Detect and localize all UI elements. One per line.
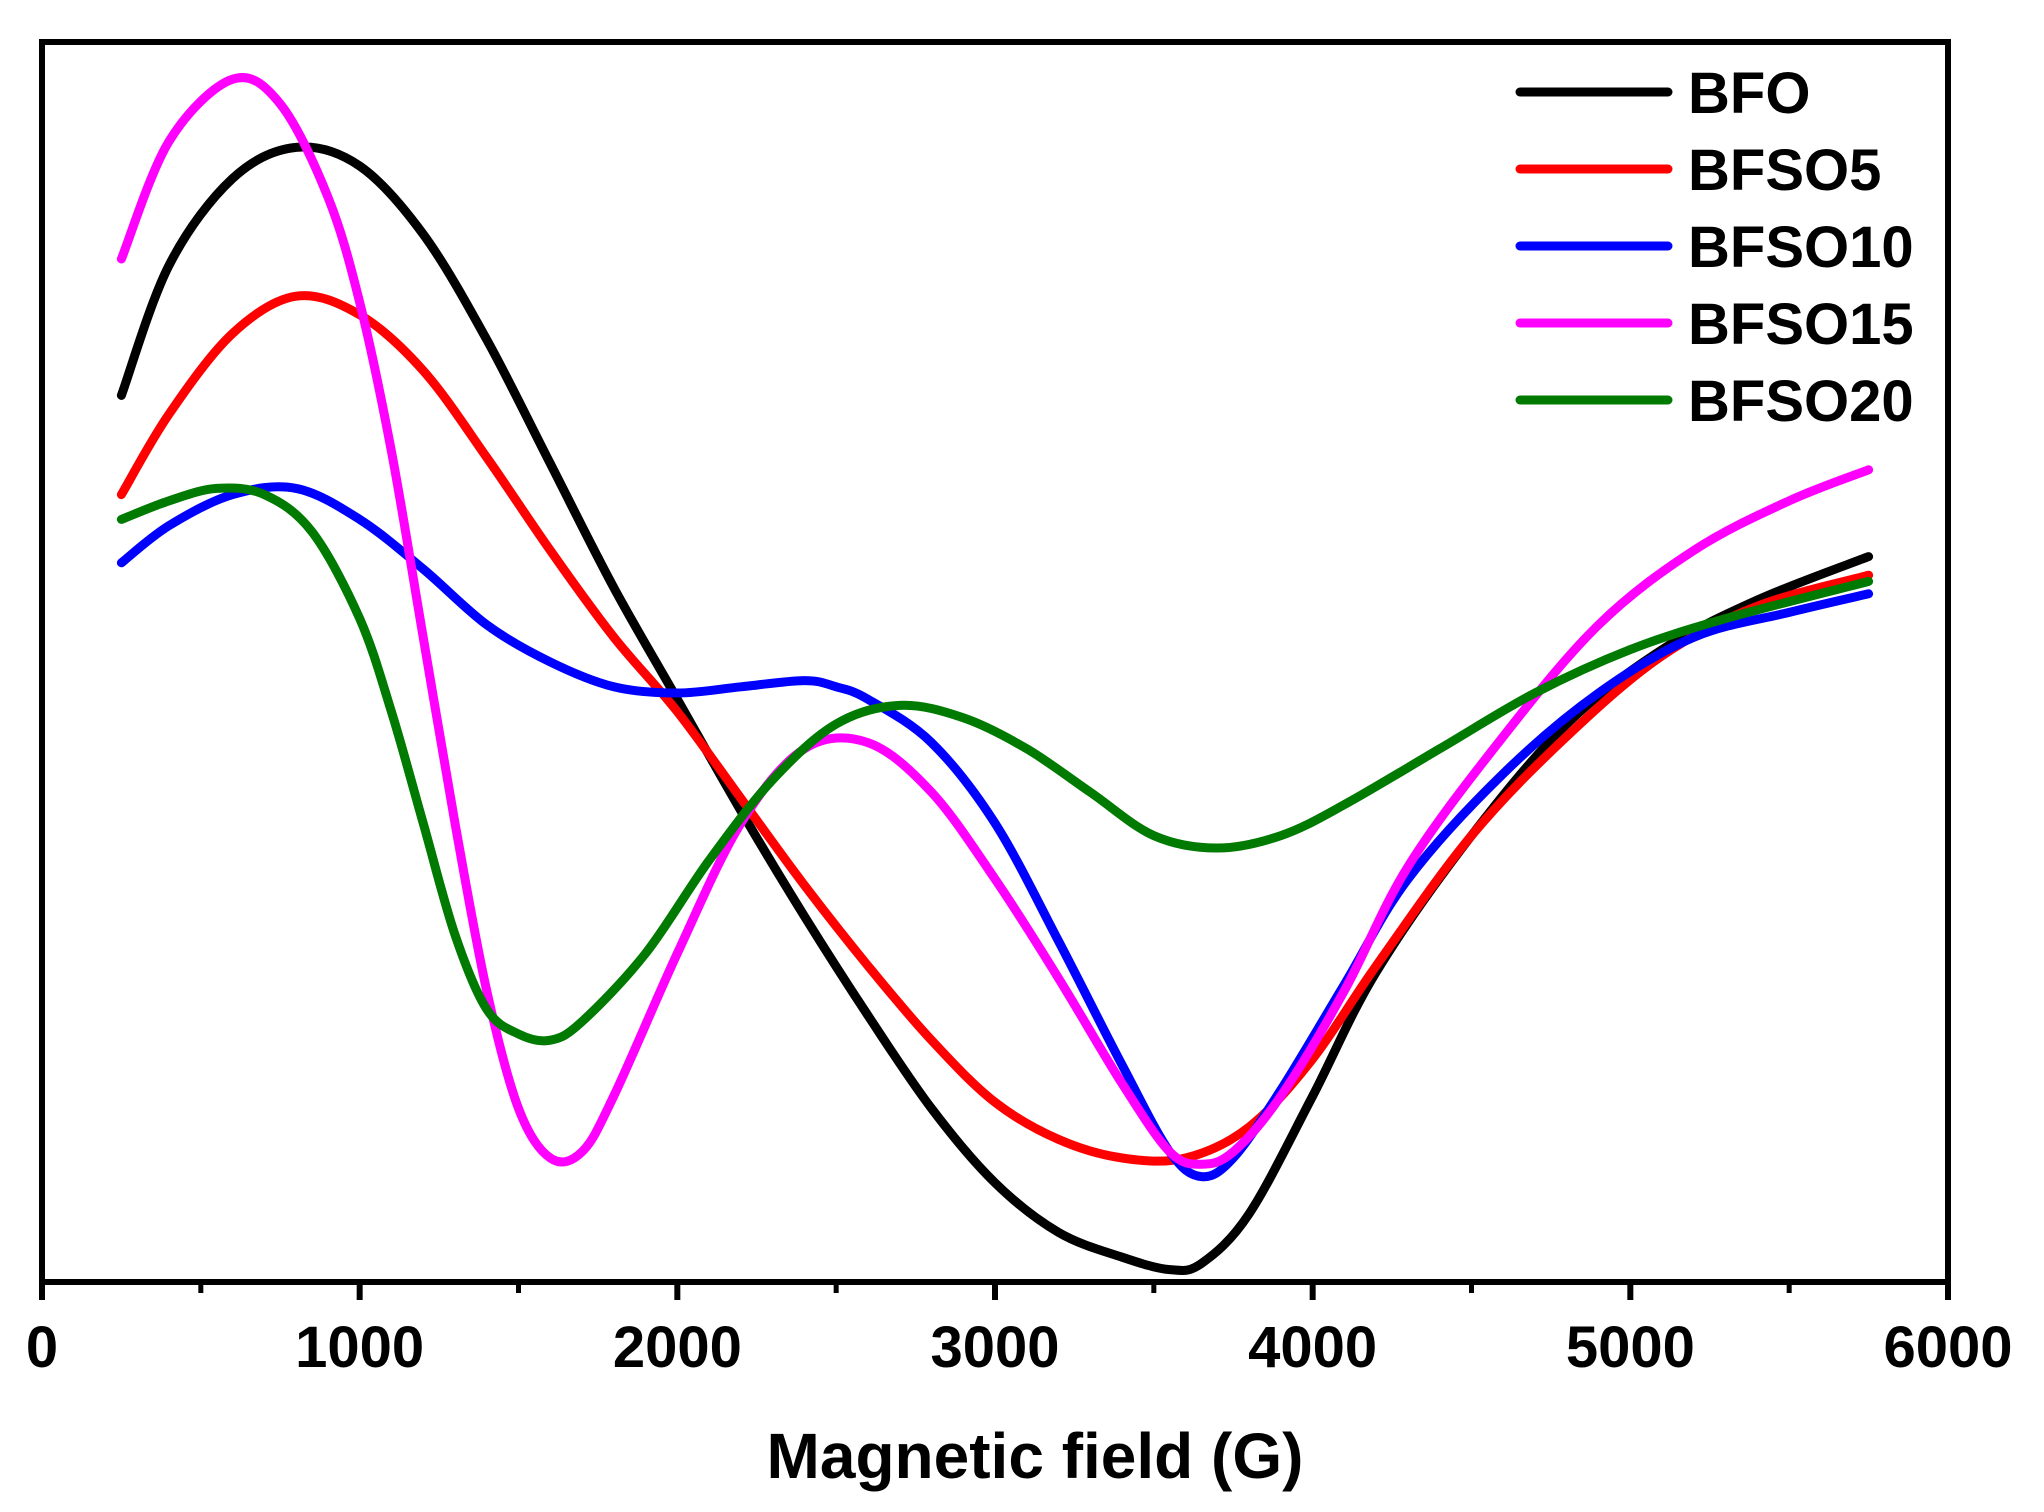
legend-label-bfso5: BFSO5 xyxy=(1688,138,1881,203)
x-tick-label: 0 xyxy=(26,1315,58,1380)
legend: BFO BFSO5 BFSO10 BFSO15 BFSO20 xyxy=(1515,61,1914,434)
x-axis-title: Magnetic field (G) xyxy=(767,1420,1304,1492)
x-tick-label: 4000 xyxy=(1248,1315,1377,1380)
legend-label-bfso20: BFSO20 xyxy=(1688,369,1914,434)
legend-label-bfso15: BFSO15 xyxy=(1688,292,1914,357)
x-tick-label: 2000 xyxy=(613,1315,742,1380)
x-tick-label: 6000 xyxy=(1883,1315,2012,1380)
series-line-bfso10 xyxy=(116,482,1874,1182)
x-tick-label: 5000 xyxy=(1566,1315,1695,1380)
legend-label-bfso10: BFSO10 xyxy=(1688,215,1914,280)
series-line-bfso20 xyxy=(116,483,1874,1046)
x-tick-label: 1000 xyxy=(295,1315,424,1380)
x-tick-label: 3000 xyxy=(930,1315,1059,1380)
x-axis-tick-labels: 0 1000 2000 3000 4000 5000 6000 xyxy=(26,1315,2013,1380)
series-layer xyxy=(116,73,1874,1276)
legend-label-bfo: BFO xyxy=(1688,61,1810,126)
series-line-bfso5 xyxy=(116,291,1874,1166)
x-axis-ticks xyxy=(39,1282,1951,1300)
